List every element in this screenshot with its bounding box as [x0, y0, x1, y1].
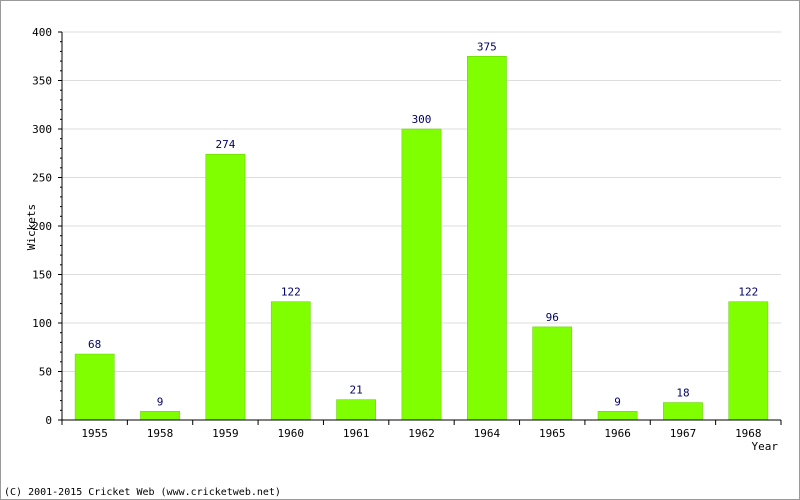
x-tick-label: 1958 [147, 427, 174, 440]
y-tick-label: 300 [32, 123, 52, 136]
axes [58, 31, 782, 425]
x-tick-label: 1965 [539, 427, 566, 440]
bar [74, 353, 115, 421]
y-tick-label: 0 [45, 414, 52, 427]
y-tick-label: 350 [32, 75, 52, 88]
data-label: 68 [88, 338, 101, 351]
data-label: 375 [477, 40, 497, 53]
y-axis-title: Wickets [25, 204, 38, 250]
data-label: 9 [157, 395, 164, 408]
data-label: 274 [215, 138, 235, 151]
y-tick-label: 100 [32, 317, 52, 330]
bars [74, 56, 769, 421]
data-label: 96 [546, 311, 559, 324]
bar [205, 153, 246, 421]
x-tick-label: 1962 [408, 427, 435, 440]
y-tick-label: 200 [32, 220, 52, 233]
y-tick-label: 150 [32, 269, 52, 282]
x-tick-label: 1968 [735, 427, 762, 440]
bar [663, 402, 703, 421]
copyright-footer: (C) 2001-2015 Cricket Web (www.cricketwe… [4, 487, 281, 498]
bar [532, 326, 573, 421]
y-tick-label: 50 [39, 366, 52, 379]
bar [467, 56, 507, 421]
data-label: 21 [350, 384, 363, 397]
x-tick-label: 1964 [474, 427, 501, 440]
bar [140, 411, 180, 421]
x-axis-title: Year [752, 440, 779, 453]
x-tick-label: 1961 [343, 427, 370, 440]
x-tick-label: 1960 [278, 427, 305, 440]
data-label: 9 [614, 395, 621, 408]
x-tick-label: 1966 [604, 427, 631, 440]
x-tick-label: 1959 [212, 427, 239, 440]
data-label: 300 [412, 113, 432, 126]
labels: 0 50 100 150 200 250 300 350 400 68 1955 9 1958 274 19… [32, 26, 761, 440]
bar [597, 411, 638, 421]
x-tick-label: 1967 [670, 427, 697, 440]
data-label: 122 [281, 286, 301, 299]
bar [270, 301, 311, 421]
bar [336, 399, 376, 421]
x-tick-label: 1955 [81, 427, 108, 440]
data-label: 122 [738, 286, 758, 299]
bar [401, 128, 442, 421]
y-tick-label: 400 [32, 26, 52, 39]
bar [728, 301, 769, 421]
y-tick-label: 250 [32, 172, 52, 185]
data-label: 18 [676, 387, 689, 400]
